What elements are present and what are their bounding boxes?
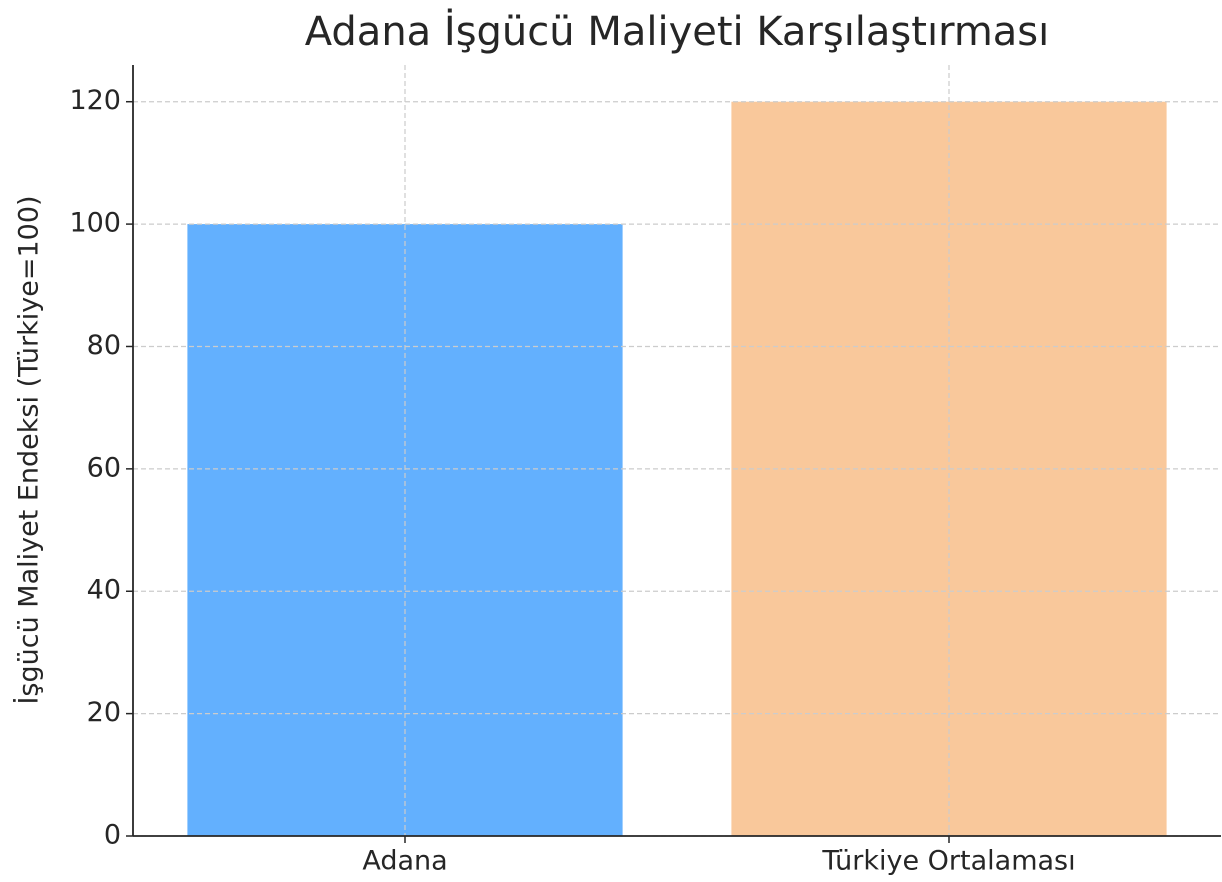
chart-title: Adana İşgücü Maliyeti Karşılaştırması: [305, 7, 1050, 55]
y-tick-label: 100: [69, 208, 121, 239]
x-tick-label: Türkiye Ortalaması: [821, 846, 1075, 877]
y-tick-label: 60: [87, 452, 121, 483]
y-tick-label: 120: [69, 85, 121, 116]
y-tick-label: 40: [87, 575, 121, 606]
y-tick-label: 0: [104, 820, 121, 851]
y-axis-label: İşgücü Maliyet Endeksi (Türkiye=100): [13, 195, 45, 704]
x-tick-label: Adana: [362, 846, 447, 877]
y-tick-label: 20: [87, 697, 121, 728]
y-tick-label: 80: [87, 330, 121, 361]
